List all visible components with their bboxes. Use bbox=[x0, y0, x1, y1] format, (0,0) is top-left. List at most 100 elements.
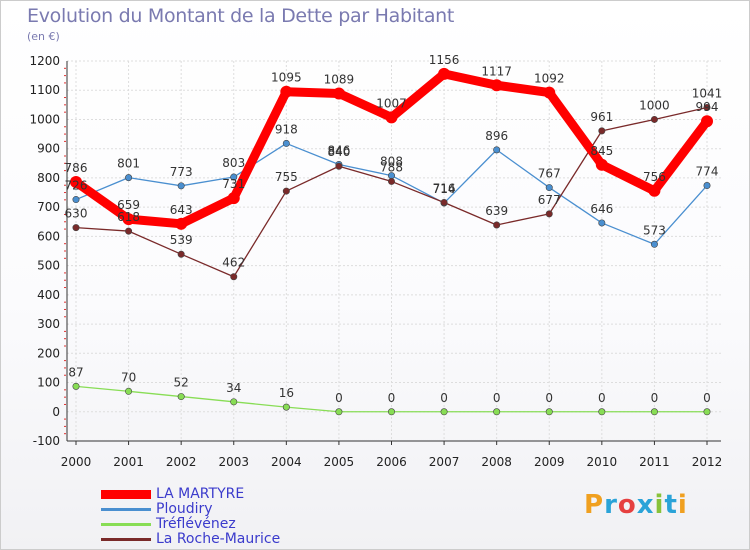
data-label-treflevenez: 0 bbox=[545, 391, 553, 405]
y-tick-label: 500 bbox=[37, 259, 60, 273]
data-point-treflevenez bbox=[650, 408, 658, 416]
data-label-la-roche-maurice: 755 bbox=[275, 170, 298, 184]
data-label-ploudiry: 896 bbox=[485, 129, 508, 143]
x-tick-label: 2001 bbox=[113, 455, 144, 469]
data-label-treflevenez: 34 bbox=[226, 381, 241, 395]
data-point-la-martyre bbox=[280, 85, 293, 98]
data-label-ploudiry: 846 bbox=[327, 143, 350, 157]
data-point-ploudiry bbox=[493, 146, 501, 154]
data-label-la-martyre: 1092 bbox=[534, 72, 565, 86]
chart-subtitle: (en €) bbox=[27, 30, 60, 43]
data-point-la-roche-maurice bbox=[387, 177, 395, 185]
data-label-ploudiry: 773 bbox=[170, 165, 193, 179]
data-label-la-roche-maurice: 462 bbox=[222, 256, 245, 270]
data-label-treflevenez: 0 bbox=[440, 391, 448, 405]
data-label-treflevenez: 0 bbox=[335, 391, 343, 405]
data-label-la-roche-maurice: 630 bbox=[65, 207, 88, 221]
proxiti-logo: Proxiti bbox=[584, 490, 688, 520]
data-point-treflevenez bbox=[703, 408, 711, 416]
data-point-ploudiry bbox=[230, 173, 238, 181]
data-point-la-martyre bbox=[438, 67, 451, 80]
data-point-treflevenez bbox=[177, 393, 185, 401]
legend-swatch-la-roche-maurice bbox=[101, 538, 151, 541]
data-point-ploudiry bbox=[72, 196, 80, 204]
data-point-la-martyre bbox=[701, 115, 713, 128]
x-tick-label: 2005 bbox=[324, 455, 355, 469]
data-label-la-roche-maurice: 1000 bbox=[639, 98, 670, 112]
legend-item-la-roche-maurice: La Roche-Maurice bbox=[101, 531, 361, 547]
data-label-la-martyre: 994 bbox=[696, 100, 719, 114]
x-tick-label: 2006 bbox=[376, 455, 407, 469]
data-point-ploudiry bbox=[177, 182, 185, 190]
y-tick-label: 100 bbox=[37, 376, 60, 390]
data-label-la-roche-maurice: 639 bbox=[485, 204, 508, 218]
y-tick-label: 1100 bbox=[29, 83, 60, 97]
y-tick-label: -100 bbox=[33, 434, 60, 448]
data-label-la-roche-maurice: 716 bbox=[433, 181, 456, 195]
data-label-la-roche-maurice: 788 bbox=[380, 160, 403, 174]
data-label-ploudiry: 918 bbox=[275, 122, 298, 136]
data-label-ploudiry: 808 bbox=[380, 155, 403, 169]
data-label-treflevenez: 0 bbox=[651, 391, 659, 405]
data-point-la-roche-maurice bbox=[282, 187, 290, 195]
data-point-la-roche-maurice bbox=[493, 221, 501, 229]
data-point-treflevenez bbox=[335, 408, 343, 416]
logo-letter: o bbox=[617, 490, 637, 520]
data-point-ploudiry bbox=[125, 174, 133, 182]
x-tick-label: 2000 bbox=[61, 455, 92, 469]
data-label-la-martyre: 786 bbox=[65, 161, 88, 175]
y-tick-label: 200 bbox=[37, 346, 60, 360]
data-point-la-martyre bbox=[122, 213, 135, 226]
data-label-la-martyre: 1095 bbox=[271, 71, 302, 85]
y-tick-label: 1200 bbox=[29, 54, 60, 68]
x-tick-label: 2003 bbox=[218, 455, 249, 469]
data-point-la-martyre bbox=[175, 217, 188, 230]
data-label-ploudiry: 801 bbox=[117, 157, 140, 171]
data-point-ploudiry bbox=[650, 240, 658, 248]
data-label-la-martyre: 1089 bbox=[324, 72, 355, 86]
legend-label-la-roche-maurice: La Roche-Maurice bbox=[156, 531, 281, 547]
legend-item-ploudiry: Ploudiry bbox=[101, 501, 361, 517]
data-point-la-martyre bbox=[227, 192, 240, 205]
data-label-la-roche-maurice: 961 bbox=[590, 110, 613, 124]
data-point-treflevenez bbox=[545, 408, 553, 416]
data-point-treflevenez bbox=[72, 382, 80, 390]
series-line-la-roche-maurice bbox=[75, 106, 708, 278]
data-point-la-roche-maurice bbox=[703, 103, 711, 111]
data-label-ploudiry: 803 bbox=[222, 156, 245, 170]
data-point-treflevenez bbox=[282, 403, 290, 411]
logo-letter: x bbox=[636, 490, 655, 520]
data-label-la-martyre: 659 bbox=[117, 198, 140, 212]
data-label-treflevenez: 0 bbox=[703, 391, 711, 405]
data-label-la-roche-maurice: 677 bbox=[538, 193, 561, 207]
legend-label-treflevenez: Tréflévénez bbox=[156, 516, 236, 532]
legend-label-ploudiry: Ploudiry bbox=[156, 501, 213, 517]
y-tick-label: 300 bbox=[37, 317, 60, 331]
data-point-la-martyre bbox=[648, 184, 661, 197]
legend-swatch-treflevenez bbox=[101, 523, 151, 526]
data-point-treflevenez bbox=[387, 408, 395, 416]
data-label-la-roche-maurice: 618 bbox=[117, 210, 140, 224]
data-point-treflevenez bbox=[125, 387, 133, 395]
data-label-ploudiry: 726 bbox=[65, 179, 88, 193]
data-point-la-martyre bbox=[385, 111, 398, 124]
logo-letter: r bbox=[604, 490, 618, 520]
logo-letter: P bbox=[584, 490, 605, 520]
data-point-la-martyre bbox=[70, 176, 82, 189]
data-point-la-martyre bbox=[332, 87, 345, 100]
data-point-treflevenez bbox=[598, 408, 606, 416]
data-label-la-martyre: 731 bbox=[222, 177, 245, 191]
data-label-la-roche-maurice: 840 bbox=[327, 145, 350, 159]
data-point-la-martyre bbox=[490, 79, 503, 92]
data-point-la-roche-maurice bbox=[545, 210, 553, 218]
data-point-la-roche-maurice bbox=[440, 198, 448, 206]
y-tick-label: 800 bbox=[37, 171, 60, 185]
x-tick-label: 2002 bbox=[166, 455, 197, 469]
data-label-la-martyre: 756 bbox=[643, 170, 666, 184]
data-label-treflevenez: 0 bbox=[388, 391, 396, 405]
x-tick-label: 2011 bbox=[639, 455, 670, 469]
x-tick-label: 2008 bbox=[481, 455, 512, 469]
y-tick-label: 400 bbox=[37, 288, 60, 302]
x-tick-label: 2004 bbox=[271, 455, 302, 469]
data-label-treflevenez: 52 bbox=[174, 376, 189, 390]
